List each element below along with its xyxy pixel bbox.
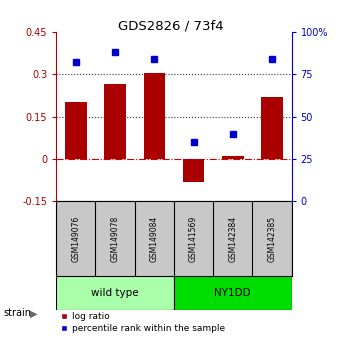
Text: GSM149078: GSM149078 — [110, 216, 120, 262]
Bar — [174, 276, 292, 310]
Bar — [222, 156, 243, 159]
Text: wild type: wild type — [91, 288, 139, 298]
Text: strain: strain — [3, 308, 31, 318]
Text: ▶: ▶ — [30, 308, 38, 318]
Text: GDS2826 / 73f4: GDS2826 / 73f4 — [118, 19, 223, 33]
Text: GSM149076: GSM149076 — [71, 216, 80, 262]
Bar — [144, 73, 165, 159]
Text: GSM149084: GSM149084 — [150, 216, 159, 262]
Bar — [261, 97, 283, 159]
Legend: log ratio, percentile rank within the sample: log ratio, percentile rank within the sa… — [61, 312, 225, 333]
Bar — [65, 102, 87, 159]
Text: GSM142385: GSM142385 — [267, 216, 277, 262]
Text: GSM141569: GSM141569 — [189, 216, 198, 262]
Bar — [183, 159, 204, 182]
Bar — [56, 276, 174, 310]
Bar — [104, 84, 126, 159]
Text: NY1DD: NY1DD — [214, 288, 251, 298]
Text: GSM142384: GSM142384 — [228, 216, 237, 262]
